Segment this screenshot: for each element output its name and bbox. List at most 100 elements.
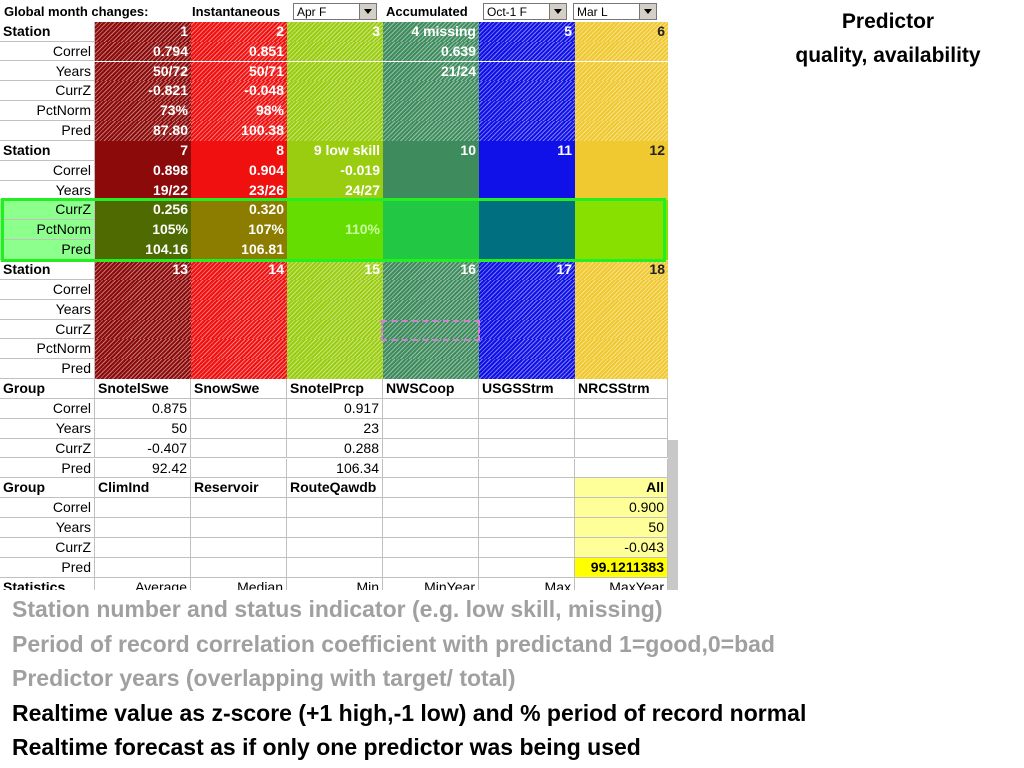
dropdown-arrow[interactable] (359, 4, 376, 19)
cell (95, 498, 191, 519)
cell (575, 418, 668, 439)
row-label: Group (0, 379, 95, 399)
dropdown-value: Apr F (297, 5, 327, 19)
cell (479, 180, 575, 201)
cell: 87.80 (95, 121, 191, 141)
cell: SnotelSwe (95, 379, 191, 399)
cell (479, 518, 575, 538)
dropdown-arrow[interactable] (639, 4, 656, 19)
cell: 92.42 (95, 458, 191, 479)
dropdown[interactable]: Oct-1 F (483, 3, 567, 20)
cell (575, 220, 668, 241)
dropdown-arrow[interactable] (549, 4, 566, 19)
cell (287, 557, 383, 578)
cell: 50/72 (95, 61, 191, 82)
cell (191, 498, 287, 519)
row-label: Years (0, 61, 95, 82)
cell (575, 121, 668, 141)
row-label: Pred (0, 458, 95, 479)
cell (479, 279, 575, 300)
cell (287, 537, 383, 558)
row-label: Station (0, 21, 95, 42)
cell (191, 339, 287, 360)
cell (479, 240, 575, 260)
cell (95, 557, 191, 578)
cell (95, 299, 191, 320)
note: Realtime value as z-score (+1 high,-1 lo… (12, 700, 807, 726)
cell (383, 537, 479, 558)
cell: 7 (95, 140, 191, 161)
cell (575, 319, 668, 340)
mode-label: Accumulated (386, 4, 468, 19)
cell (191, 299, 287, 320)
cell (287, 200, 383, 221)
cell (383, 339, 479, 360)
cell: 13 (95, 260, 191, 280)
sheet-title: Global month changes: (4, 4, 149, 19)
cell (287, 121, 383, 141)
cell (287, 498, 383, 519)
cell: RouteQawdb (287, 478, 383, 499)
cell: 16 (383, 260, 479, 280)
cell (191, 438, 287, 459)
cell: 8 (191, 140, 287, 161)
cell (575, 398, 668, 419)
cell: 50/71 (191, 61, 287, 82)
cell: Average (95, 577, 191, 590)
dropdown[interactable]: Apr F (293, 3, 377, 20)
row-label: Years (0, 518, 95, 538)
cell: 106.34 (287, 458, 383, 479)
cell (479, 359, 575, 380)
cell (287, 518, 383, 538)
cell: 0.794 (95, 41, 191, 62)
cell: Max (479, 577, 575, 590)
cell: 104.16 (95, 240, 191, 260)
note: Period of record correlation coefficient… (12, 631, 775, 657)
selection-marker (381, 319, 480, 342)
cell: SnowSwe (191, 379, 287, 399)
cell (191, 557, 287, 578)
cell (383, 398, 479, 419)
cell (383, 240, 479, 260)
cell: 1 (95, 21, 191, 42)
note: Station number and status indicator (e.g… (12, 596, 663, 622)
cell (575, 200, 668, 221)
cell (479, 160, 575, 181)
cell: NWSCoop (383, 379, 479, 399)
row-label: Station (0, 140, 95, 161)
cell (191, 319, 287, 340)
cell (383, 220, 479, 241)
cell (479, 220, 575, 241)
highlight-frame (1, 198, 666, 262)
cell: ClimInd (95, 478, 191, 499)
cell (95, 279, 191, 300)
cell (383, 121, 479, 141)
cell: Median (191, 577, 287, 590)
cell (575, 240, 668, 260)
row-label: Years (0, 299, 95, 320)
row-label: Pred (0, 121, 95, 141)
cell (479, 458, 575, 479)
cell (95, 319, 191, 340)
cell (383, 518, 479, 538)
cell: 0.256 (95, 200, 191, 221)
cell (383, 319, 479, 340)
cell (191, 279, 287, 300)
cell: 73% (95, 101, 191, 122)
row-label: PctNorm (0, 220, 95, 241)
cell: 105% (95, 220, 191, 241)
cell: Reservoir (191, 478, 287, 499)
row-label: PctNorm (0, 101, 95, 122)
row-label: Correl (0, 279, 95, 300)
cell (575, 101, 668, 122)
row-label: Statistics (0, 577, 95, 590)
cell (479, 81, 575, 102)
row-label: CurrZ (0, 200, 95, 221)
dropdown[interactable]: Mar L (573, 3, 657, 20)
cell: -0.407 (95, 438, 191, 459)
cell: -0.821 (95, 81, 191, 102)
cell: 9 low skill (287, 140, 383, 161)
row-label: CurrZ (0, 438, 95, 459)
cell: 23 (287, 418, 383, 439)
